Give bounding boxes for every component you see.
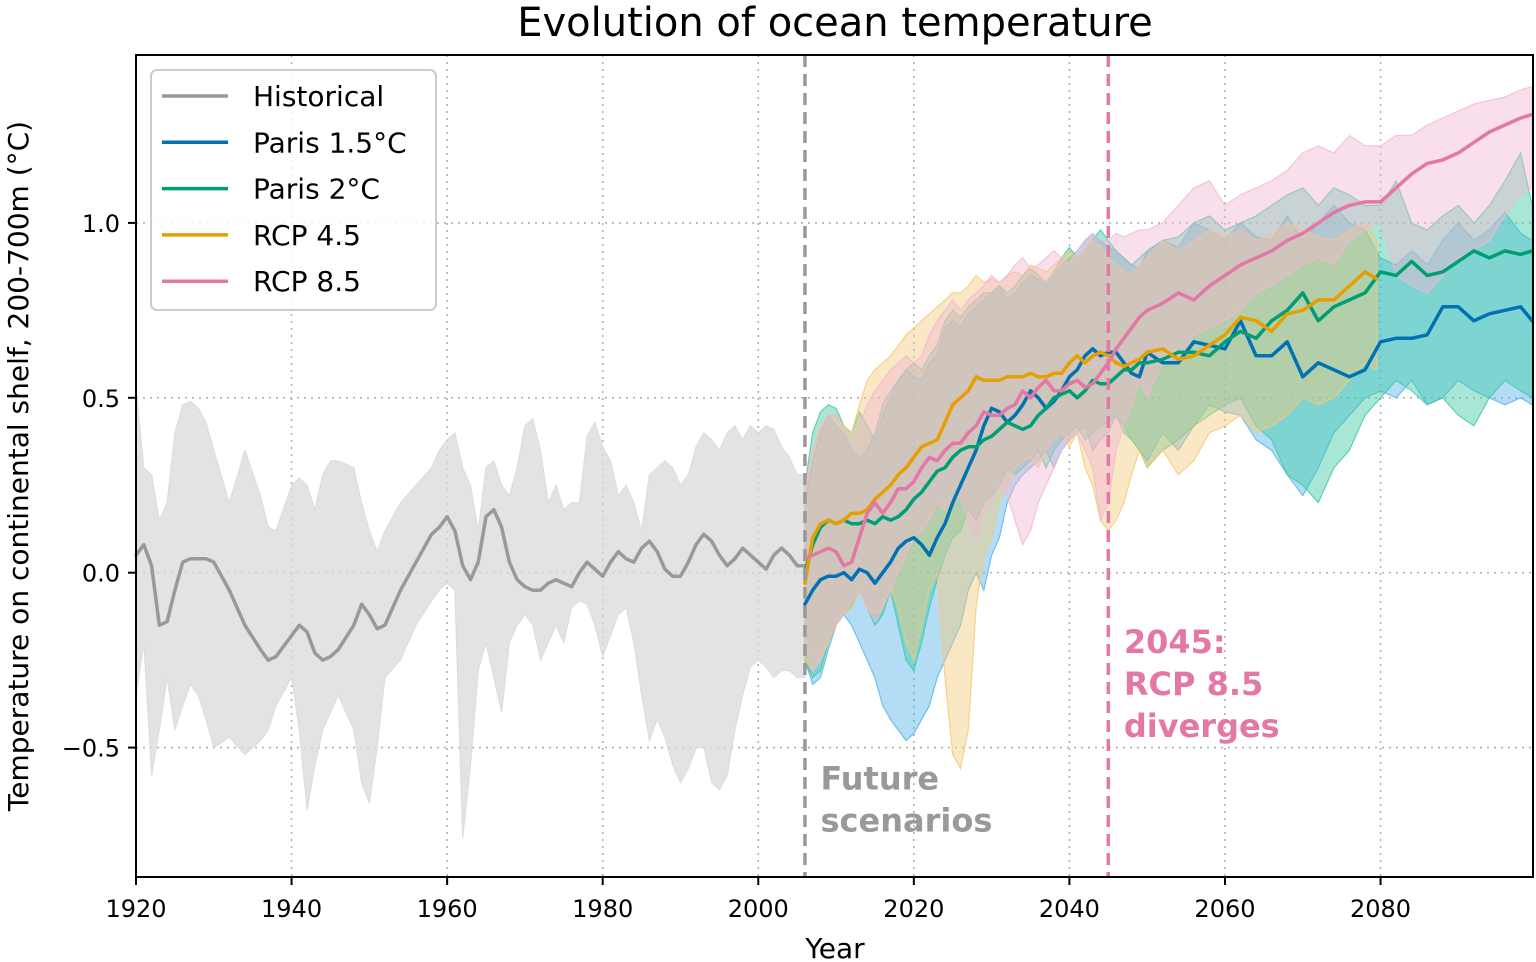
line-historical [134,507,807,662]
y-axis: −0.5 0.0 0.5 1.0 [62,210,136,763]
x-tick-label: 1940 [261,895,322,923]
y-tick-label: 1.0 [82,210,120,238]
chart-title: Evolution of ocean temperature [517,0,1153,46]
x-tick-label: 1980 [572,895,633,923]
x-tick-label: 1960 [417,895,478,923]
x-axis: 1920 1940 1960 1980 2000 2020 2040 2060 2080 [105,877,1411,923]
line-paris-1-5-c [803,305,1534,606]
annotation-text-future: Future [820,760,939,798]
legend-label-paris-2-c: Paris 2°C [253,173,380,206]
legend-label-rcp-4-5: RCP 4.5 [253,219,361,252]
x-axis-title: Year [804,932,865,962]
band-rcp-4-5 [804,222,1378,771]
line-rcp-4-5 [803,270,1379,585]
x-tick-label: 1920 [105,895,166,923]
annotation-text-future: scenarios [820,802,992,840]
y-tick-label: 0.5 [82,385,120,413]
annotation-text-diverge: diverges [1124,707,1280,745]
plot-frame [135,54,1534,878]
line-paris-2-c [803,249,1534,575]
annotation-text-diverge: RCP 8.5 [1124,665,1263,703]
x-tick-label: 2020 [883,895,944,923]
y-axis-title: Temperature on continental shelf, 200-70… [2,121,35,812]
y-tick-label: 0.0 [82,560,120,588]
legend-label-paris-1-5-c: Paris 1.5°C [253,126,407,159]
x-tick-label: 2080 [1350,895,1411,923]
x-tick-label: 2040 [1039,895,1100,923]
legend-box [150,69,437,311]
band-historical [135,387,806,839]
y-tick-label: −0.5 [62,735,120,763]
x-tick-label: 2000 [728,895,789,923]
line-rcp-8-5 [803,112,1534,568]
legend: Historical Paris 1.5°C Paris 2°C RCP 4.5 RCP… [150,69,437,311]
lines [134,112,1534,662]
legend-label-rcp-8-5: RCP 8.5 [253,265,361,298]
x-tick-label: 2060 [1194,895,1255,923]
annotations: Future scenarios 2045: RCP 8.5 diverges [803,55,1280,877]
legend-label-historical: Historical [253,80,384,113]
annotation-text-diverge: 2045: [1124,623,1226,661]
